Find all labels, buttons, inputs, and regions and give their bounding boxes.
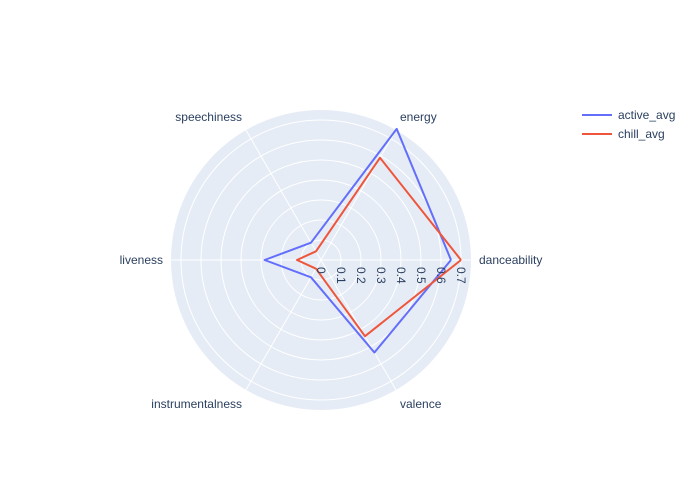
- angular-gridline: [245, 259, 322, 391]
- axis-label-danceability: danceability: [479, 253, 542, 267]
- polar-grid: [171, 110, 471, 410]
- radial-tick-label: 0.4: [394, 267, 408, 284]
- angular-gridline: [320, 259, 397, 391]
- angular-axis-labels: danceability energy speechiness liveness ins…: [120, 110, 543, 411]
- radial-tick-label: 0.7: [454, 267, 468, 284]
- axis-label-instrumentalness: instrumentalness: [151, 397, 242, 411]
- radial-tick-label: 0.1: [334, 267, 348, 284]
- axis-label-valence: valence: [400, 397, 442, 411]
- radial-tick-label: 0.3: [374, 267, 388, 284]
- angular-gridline: [245, 129, 322, 261]
- legend: active_avg chill_avg: [582, 108, 675, 141]
- axis-label-speechiness: speechiness: [175, 110, 242, 124]
- radial-tick-label: 0.6: [434, 267, 448, 284]
- legend-label-chill_avg: chill_avg: [618, 127, 665, 141]
- angular-gridline: [320, 129, 397, 261]
- series-traces: [263, 127, 462, 354]
- radial-tick-label: 0.5: [414, 267, 428, 284]
- radial-ticks: 0 0.1 0.2 0.3 0.4 0.5 0.6 0.7: [314, 267, 468, 284]
- axis-label-liveness: liveness: [120, 253, 163, 267]
- axis-label-energy: energy: [400, 110, 437, 124]
- radial-tick-label: 0: [314, 267, 328, 274]
- radial-tick-label: 0.2: [354, 267, 368, 284]
- legend-label-active_avg: active_avg: [618, 108, 675, 122]
